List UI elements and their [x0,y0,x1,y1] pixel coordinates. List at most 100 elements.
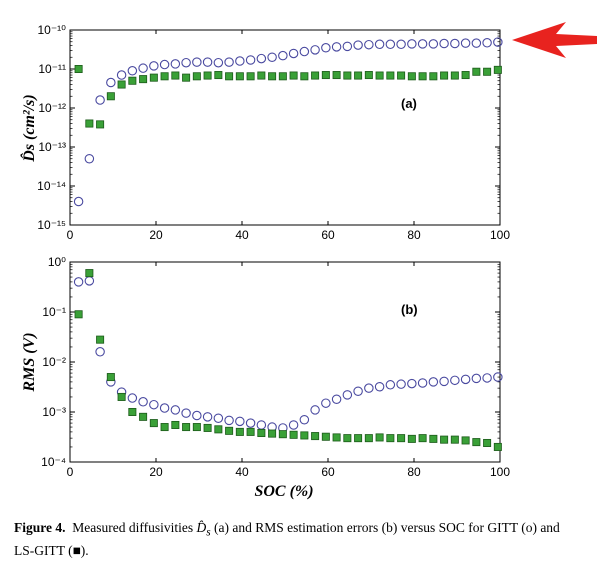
ls-gitt-point [117,80,126,89]
caption-text-2: (a) and RMS estimation errors (b) versus… [14,520,560,558]
gitt-point [192,57,202,67]
gitt-point [299,46,310,57]
ls-gitt-point [96,120,105,129]
ls-gitt-point [203,423,212,432]
gitt-point [202,57,213,67]
gitt-point [95,347,105,357]
y-tick-label: 10⁻¹⁵ [37,218,66,232]
gitt-point [149,399,159,410]
gitt-point [159,403,170,413]
ls-gitt-point [364,71,373,80]
gitt-point [149,61,159,71]
gitt-point [460,374,471,385]
caption-figure-label: Figure 4. [14,520,66,535]
ls-gitt-point [246,427,255,436]
gitt-point [256,420,267,430]
ls-gitt-point [375,71,384,80]
y-tick-label: 10⁻⁴ [41,455,66,469]
y-tick-label: 10⁻¹⁴ [37,179,66,193]
ls-gitt-point [472,67,481,76]
y-tick-label: 10⁻¹³ [38,140,66,154]
y-tick-label: 10⁻³ [42,405,66,419]
gitt-point [482,373,492,383]
ls-gitt-point [268,72,277,81]
panel-label-b: (b) [401,302,418,317]
gitt-point [267,52,277,63]
ls-gitt-point [182,423,191,432]
gitt-point [224,415,234,426]
ls-gitt-point [106,92,115,101]
gitt-point [310,405,320,415]
ls-gitt-point [483,438,492,447]
gitt-point [224,57,234,67]
gitt-point [493,372,503,382]
ls-gitt-point [397,434,406,443]
ls-gitt-point [418,434,427,443]
caption-symbol: D̂ [196,520,207,535]
ls-gitt-point [160,423,169,432]
y-tick-label: 10⁻¹⁰ [38,23,67,37]
gitt-point [407,378,417,389]
gitt-point [84,276,95,286]
gitt-point [202,412,213,422]
ls-gitt-point [139,412,148,421]
gitt-point [181,408,191,418]
gitt-point [106,77,116,88]
x-tick-label: 40 [235,228,249,242]
gitt-point [374,39,385,50]
plot-frame-a [69,29,501,226]
ls-gitt-point [450,71,459,80]
ls-gitt-point [128,407,137,416]
ls-gitt-point [407,434,416,443]
ls-gitt-point [483,67,492,76]
red-arrow-icon [512,22,597,58]
figure-caption: Figure 4. Measured diffusivities D̂s (a)… [14,519,574,560]
gitt-point [331,394,342,404]
ls-gitt-point [386,434,395,443]
x-tick-label: 60 [321,465,335,479]
gitt-point [170,59,181,69]
gitt-point [245,418,256,428]
gitt-point [482,38,492,48]
y-tick-label: 10⁻¹² [38,101,66,115]
ls-gitt-point [429,434,438,443]
gitt-point [353,40,363,50]
gitt-point [73,196,84,207]
x-tick-label: 0 [67,465,74,479]
gitt-point [213,57,224,68]
ls-gitt-point [225,426,234,435]
ls-gitt-point [493,65,502,74]
ls-gitt-point [85,119,94,128]
y-tick-label: 10⁻¹ [42,305,66,319]
gitt-point [256,53,267,64]
gitt-point [331,42,342,52]
ls-gitt-point [192,423,201,432]
x-tick-label: 100 [490,465,510,479]
ls-gitt-point [321,432,330,441]
panel-b: 0 20 40 60 80 100 10⁻⁴ 10⁻³ 10⁻² 10⁻¹ 10⁰ (b) RMS … [21,255,510,500]
ls-gitt-point [192,72,201,81]
gitt-point [396,39,406,50]
x-tick-label: 20 [149,228,163,242]
gitt-point [321,43,331,53]
x-tick-label: 100 [490,228,510,242]
ls-gitt-point [289,430,298,439]
ls-gitt-point [311,432,320,441]
ls-gitt-point [214,71,223,80]
ls-gitt-point [375,433,384,442]
caption-symbol-sub: s [206,526,211,539]
x-tick-label: 80 [407,465,421,479]
ls-gitt-point [257,71,266,80]
y-tick-label: 10⁻² [42,355,66,369]
gitt-point [342,390,353,400]
ls-gitt-point [74,310,83,319]
ticks-a: 0 20 40 60 80 100 10⁻¹⁵ 10⁻¹⁴ 10⁻¹³ 10⁻¹² 10⁻¹¹ 10⁻… [37,23,510,242]
ls-gitt-point [106,373,115,382]
figure-canvas: 0 20 40 60 80 100 10⁻¹⁵ 10⁻¹⁴ 10⁻¹³ 10⁻¹² 10⁻¹¹ 10⁻… [19,22,597,500]
ls-gitt-point [397,71,406,80]
ls-gitt-point [85,269,94,278]
ls-gitt-point [354,71,363,80]
caption-filled-marker: ■ [72,542,81,558]
y-axis-label-a: D̂s (cm²/s) [19,94,38,162]
gitt-point [235,416,245,427]
